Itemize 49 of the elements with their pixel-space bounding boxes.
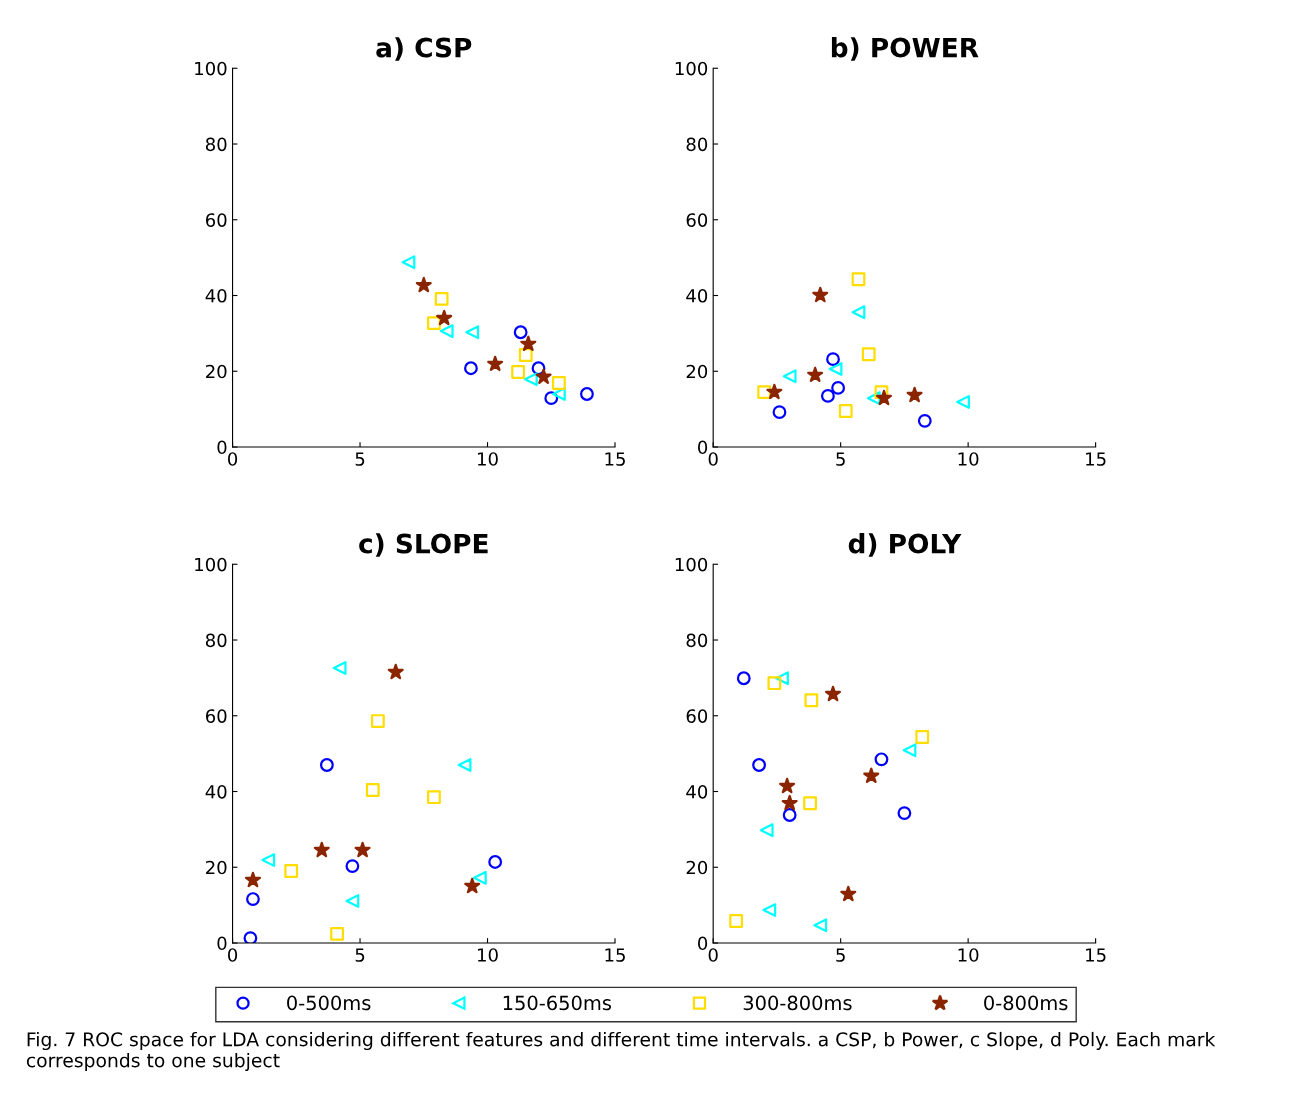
- y-tick-label: 100: [195, 557, 227, 572]
- y-tick-label: 100: [675, 61, 708, 76]
- x-tick-label: 10: [478, 948, 498, 962]
- y-tick-label: 40: [205, 784, 227, 799]
- chart-title: c) SLOPE: [359, 533, 488, 557]
- chart-title: a) CSP: [376, 37, 472, 61]
- x-tick-label: 15: [1086, 452, 1106, 466]
- x-tick-label: 10: [958, 452, 979, 466]
- x-tick-label: 0: [708, 452, 718, 466]
- x-tick-label: 0: [708, 948, 718, 962]
- y-tick-label: 20: [686, 860, 708, 875]
- legend-label: 150-650ms: [503, 995, 612, 1011]
- y-tick-label: 0: [217, 936, 227, 951]
- x-tick-label: 5: [836, 948, 845, 962]
- x-tick-label: 10: [478, 452, 498, 466]
- y-tick-label: 20: [206, 860, 227, 875]
- x-tick-label: 0: [228, 452, 238, 466]
- y-tick-label: 20: [686, 364, 708, 379]
- x-tick-label: 15: [605, 452, 625, 466]
- y-tick-label: 0: [698, 936, 708, 951]
- y-tick-label: 40: [205, 288, 227, 303]
- y-tick-label: 100: [675, 557, 708, 572]
- chart-title: b) POWER: [831, 37, 979, 61]
- y-tick-label: 80: [205, 137, 227, 152]
- x-tick-label: 5: [836, 452, 845, 466]
- x-tick-label: 15: [1086, 948, 1106, 962]
- x-tick-label: 0: [228, 948, 238, 962]
- y-tick-label: 0: [698, 440, 708, 455]
- y-tick-label: 40: [686, 784, 708, 799]
- y-tick-label: 60: [205, 213, 227, 227]
- legend-label: 0-800ms: [984, 995, 1068, 1011]
- x-tick-label: 5: [355, 948, 365, 962]
- chart-title: d) POLY: [848, 533, 962, 557]
- x-tick-label: 5: [355, 452, 365, 466]
- y-tick-label: 60: [686, 213, 708, 227]
- y-tick-label: 80: [205, 633, 227, 648]
- y-tick-label: 40: [686, 288, 708, 303]
- y-tick-label: 80: [686, 633, 708, 648]
- y-tick-label: 60: [686, 709, 708, 723]
- y-tick-label: 80: [686, 137, 708, 152]
- y-tick-label: 0: [217, 440, 227, 455]
- y-tick-label: 60: [205, 709, 227, 723]
- legend-label: 300-800ms: [743, 995, 852, 1011]
- caption: Fig. 7 ROC space for LDA considering different features and different time intervals. a CSP, b Power, c Slope, d Poly. Each mark corresponds to one subject: [26, 1031, 1216, 1072]
- x-tick-label: 10: [958, 948, 979, 962]
- y-tick-label: 100: [195, 61, 227, 76]
- x-tick-label: 15: [605, 948, 625, 962]
- y-tick-label: 20: [206, 364, 227, 379]
- legend-label: 0-500ms: [287, 995, 371, 1011]
